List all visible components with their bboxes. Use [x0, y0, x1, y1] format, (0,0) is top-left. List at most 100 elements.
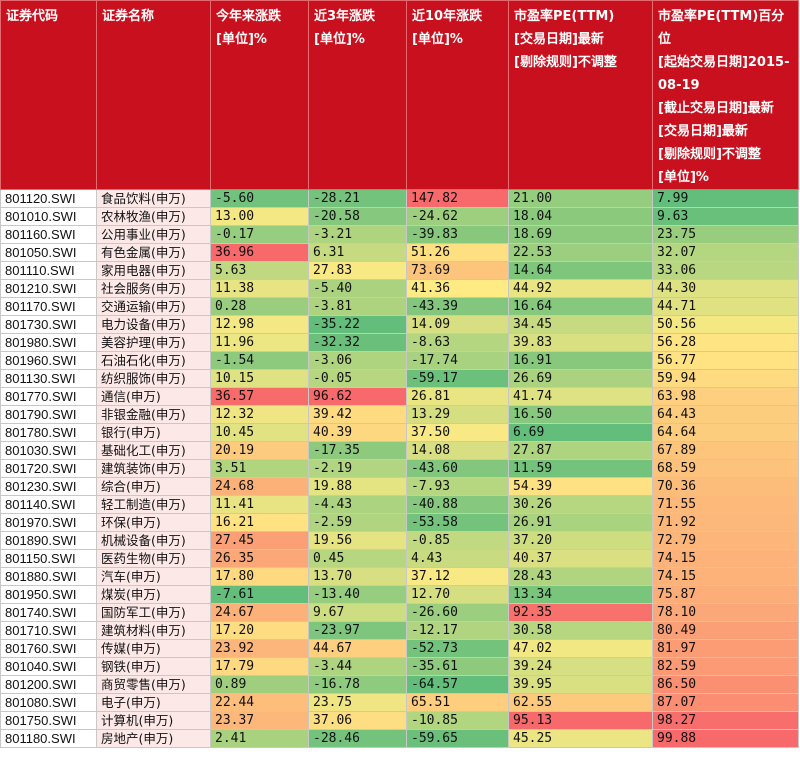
cell-security-code[interactable]: 801980.SWI	[0, 333, 97, 352]
cell-security-name[interactable]: 有色金属(申万)	[96, 243, 211, 262]
cell-3y-change[interactable]: -17.35	[308, 441, 407, 460]
cell-pe-ttm[interactable]: 18.69	[508, 225, 653, 244]
cell-security-code[interactable]: 801160.SWI	[0, 225, 97, 244]
cell-security-code[interactable]: 801200.SWI	[0, 675, 97, 694]
cell-3y-change[interactable]: 96.62	[308, 387, 407, 406]
cell-3y-change[interactable]: 0.45	[308, 549, 407, 568]
cell-pe-ttm[interactable]: 27.87	[508, 441, 653, 460]
cell-3y-change[interactable]: 6.31	[308, 243, 407, 262]
cell-ytd-change[interactable]: 17.80	[210, 567, 309, 586]
cell-pe-percentile[interactable]: 71.92	[652, 513, 799, 532]
cell-pe-percentile[interactable]: 74.15	[652, 549, 799, 568]
cell-pe-ttm[interactable]: 14.64	[508, 261, 653, 280]
cell-pe-percentile[interactable]: 56.28	[652, 333, 799, 352]
cell-pe-percentile[interactable]: 56.77	[652, 351, 799, 370]
cell-10y-change[interactable]: -17.74	[406, 351, 509, 370]
cell-security-name[interactable]: 食品饮料(申万)	[96, 189, 211, 208]
cell-pe-ttm[interactable]: 92.35	[508, 603, 653, 622]
cell-10y-change[interactable]: -10.85	[406, 711, 509, 730]
cell-pe-percentile[interactable]: 64.43	[652, 405, 799, 424]
cell-pe-percentile[interactable]: 82.59	[652, 657, 799, 676]
cell-security-code[interactable]: 801140.SWI	[0, 495, 97, 514]
cell-security-code[interactable]: 801030.SWI	[0, 441, 97, 460]
cell-3y-change[interactable]: -2.59	[308, 513, 407, 532]
header-pe-percentile[interactable]: 市盈率PE(TTM)百分位 [起始交易日期]2015-08-19 [截止交易日期…	[652, 0, 799, 190]
header-pe-ttm[interactable]: 市盈率PE(TTM) [交易日期]最新 [剔除规则]不调整	[508, 0, 653, 190]
cell-10y-change[interactable]: -39.83	[406, 225, 509, 244]
cell-ytd-change[interactable]: 11.38	[210, 279, 309, 298]
cell-pe-ttm[interactable]: 39.24	[508, 657, 653, 676]
cell-3y-change[interactable]: 27.83	[308, 261, 407, 280]
cell-ytd-change[interactable]: 11.96	[210, 333, 309, 352]
cell-10y-change[interactable]: 65.51	[406, 693, 509, 712]
cell-3y-change[interactable]: -13.40	[308, 585, 407, 604]
cell-3y-change[interactable]: -0.05	[308, 369, 407, 388]
cell-pe-percentile[interactable]: 50.56	[652, 315, 799, 334]
cell-ytd-change[interactable]: 22.44	[210, 693, 309, 712]
cell-10y-change[interactable]: 14.09	[406, 315, 509, 334]
cell-security-name[interactable]: 汽车(申万)	[96, 567, 211, 586]
cell-pe-percentile[interactable]: 32.07	[652, 243, 799, 262]
cell-security-name[interactable]: 钢铁(申万)	[96, 657, 211, 676]
cell-pe-percentile[interactable]: 75.87	[652, 585, 799, 604]
cell-security-name[interactable]: 计算机(申万)	[96, 711, 211, 730]
cell-ytd-change[interactable]: 24.67	[210, 603, 309, 622]
cell-3y-change[interactable]: -3.06	[308, 351, 407, 370]
cell-3y-change[interactable]: -3.44	[308, 657, 407, 676]
cell-pe-percentile[interactable]: 86.50	[652, 675, 799, 694]
cell-pe-ttm[interactable]: 26.91	[508, 513, 653, 532]
header-security-code[interactable]: 证券代码	[0, 0, 97, 190]
cell-security-name[interactable]: 交通运输(申万)	[96, 297, 211, 316]
cell-10y-change[interactable]: 14.08	[406, 441, 509, 460]
cell-security-name[interactable]: 煤炭(申万)	[96, 585, 211, 604]
cell-security-name[interactable]: 银行(申万)	[96, 423, 211, 442]
cell-pe-ttm[interactable]: 95.13	[508, 711, 653, 730]
cell-security-code[interactable]: 801180.SWI	[0, 729, 97, 748]
cell-10y-change[interactable]: 4.43	[406, 549, 509, 568]
cell-ytd-change[interactable]: -5.60	[210, 189, 309, 208]
cell-ytd-change[interactable]: 5.63	[210, 261, 309, 280]
cell-pe-ttm[interactable]: 39.83	[508, 333, 653, 352]
cell-security-name[interactable]: 家用电器(申万)	[96, 261, 211, 280]
cell-3y-change[interactable]: -20.58	[308, 207, 407, 226]
cell-ytd-change[interactable]: 10.15	[210, 369, 309, 388]
cell-security-name[interactable]: 非银金融(申万)	[96, 405, 211, 424]
cell-pe-ttm[interactable]: 28.43	[508, 567, 653, 586]
cell-pe-percentile[interactable]: 9.63	[652, 207, 799, 226]
cell-security-code[interactable]: 801720.SWI	[0, 459, 97, 478]
cell-security-code[interactable]: 801960.SWI	[0, 351, 97, 370]
cell-security-name[interactable]: 综合(申万)	[96, 477, 211, 496]
cell-3y-change[interactable]: 19.56	[308, 531, 407, 550]
header-10y-change[interactable]: 近10年涨跌 [单位]%	[406, 0, 509, 190]
cell-security-code[interactable]: 801040.SWI	[0, 657, 97, 676]
cell-ytd-change[interactable]: 36.57	[210, 387, 309, 406]
cell-security-code[interactable]: 801710.SWI	[0, 621, 97, 640]
cell-10y-change[interactable]: 12.70	[406, 585, 509, 604]
cell-10y-change[interactable]: 37.50	[406, 423, 509, 442]
cell-security-code[interactable]: 801950.SWI	[0, 585, 97, 604]
cell-security-code[interactable]: 801890.SWI	[0, 531, 97, 550]
cell-10y-change[interactable]: -53.58	[406, 513, 509, 532]
cell-pe-percentile[interactable]: 70.36	[652, 477, 799, 496]
cell-security-code[interactable]: 801080.SWI	[0, 693, 97, 712]
cell-ytd-change[interactable]: 26.35	[210, 549, 309, 568]
cell-ytd-change[interactable]: 12.32	[210, 405, 309, 424]
cell-3y-change[interactable]: 9.67	[308, 603, 407, 622]
cell-security-name[interactable]: 基础化工(申万)	[96, 441, 211, 460]
cell-ytd-change[interactable]: -0.17	[210, 225, 309, 244]
cell-security-name[interactable]: 电力设备(申万)	[96, 315, 211, 334]
cell-10y-change[interactable]: -26.60	[406, 603, 509, 622]
cell-pe-ttm[interactable]: 44.92	[508, 279, 653, 298]
cell-security-code[interactable]: 801730.SWI	[0, 315, 97, 334]
cell-pe-percentile[interactable]: 68.59	[652, 459, 799, 478]
cell-3y-change[interactable]: 23.75	[308, 693, 407, 712]
cell-security-name[interactable]: 美容护理(申万)	[96, 333, 211, 352]
cell-ytd-change[interactable]: 27.45	[210, 531, 309, 550]
cell-10y-change[interactable]: -24.62	[406, 207, 509, 226]
cell-pe-percentile[interactable]: 78.10	[652, 603, 799, 622]
cell-pe-ttm[interactable]: 54.39	[508, 477, 653, 496]
cell-ytd-change[interactable]: 23.92	[210, 639, 309, 658]
cell-pe-percentile[interactable]: 74.15	[652, 567, 799, 586]
cell-pe-percentile[interactable]: 87.07	[652, 693, 799, 712]
cell-ytd-change[interactable]: 36.96	[210, 243, 309, 262]
